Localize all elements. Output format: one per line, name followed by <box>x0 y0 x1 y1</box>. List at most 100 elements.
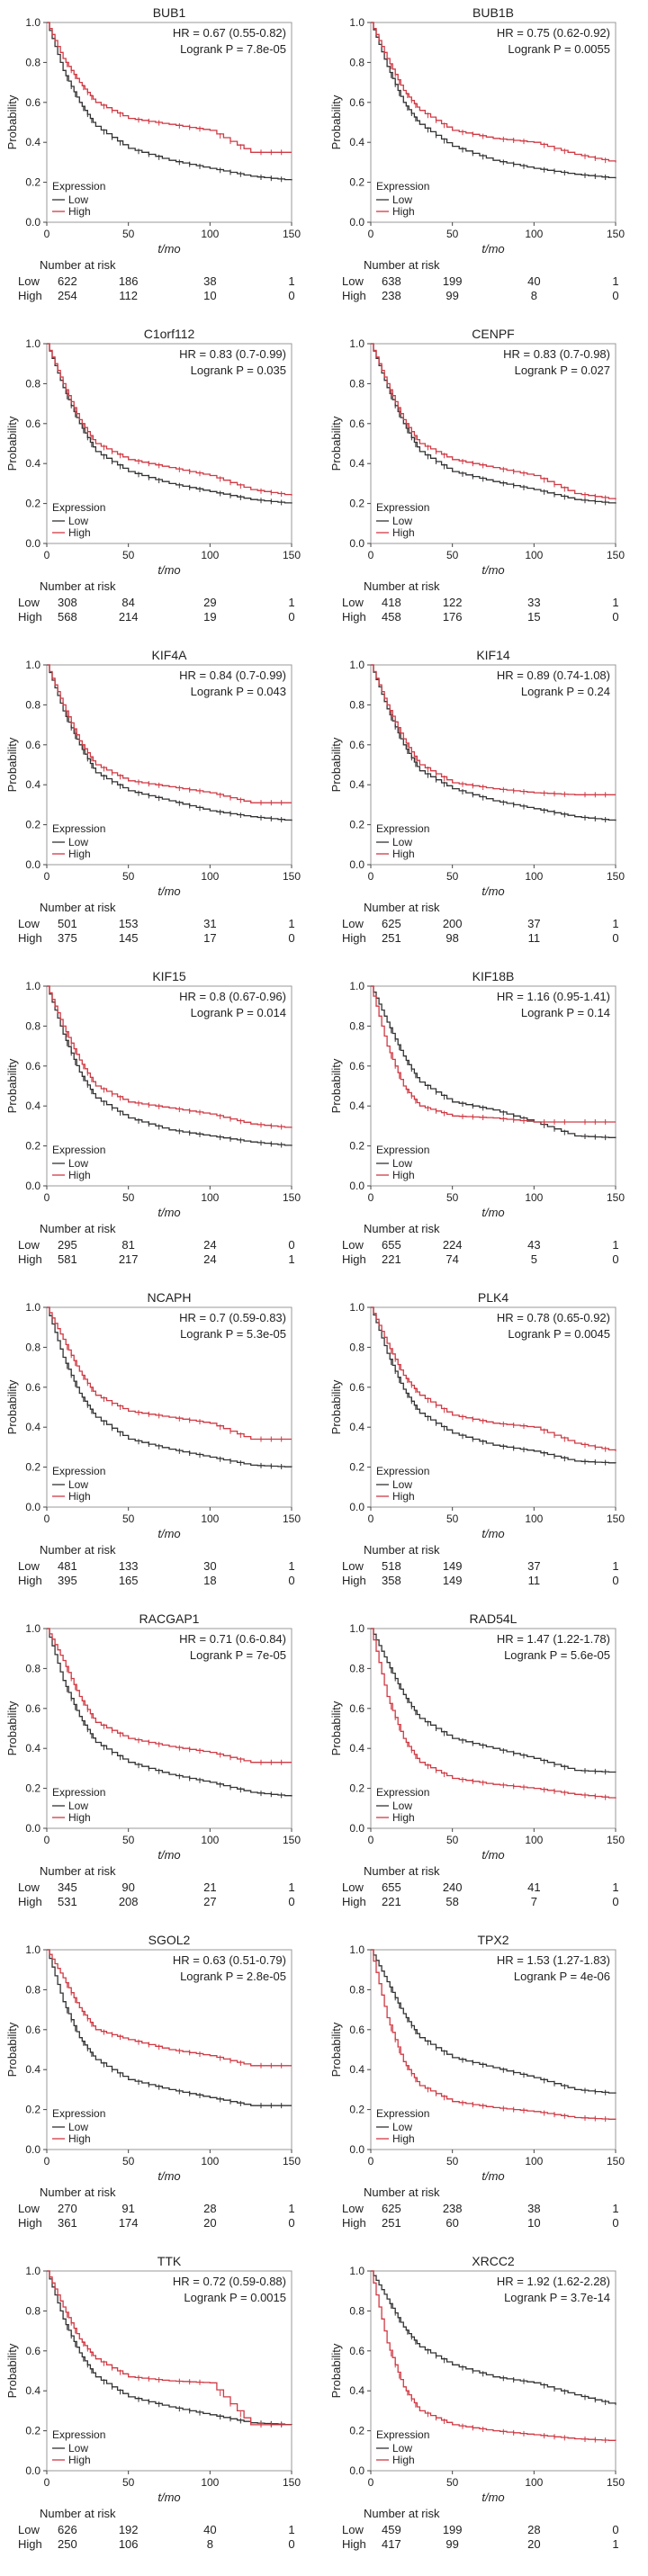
km-panel-racgap1: RACGAP1 0.0 0.2 0.4 0.6 0.8 1.0 0 50 100 150 Probab… <box>0 1609 324 1930</box>
y-tick-label: 0.0 <box>25 2464 40 2477</box>
legend-label-low: Low <box>392 836 412 848</box>
risk-row-label-high: High <box>342 2216 366 2230</box>
risk-table-title: Number at risk <box>40 1543 116 1557</box>
risk-count-high: 20 <box>203 2216 216 2230</box>
risk-table-title: Number at risk <box>40 1864 116 1878</box>
x-axis-label: t/mo <box>158 1527 180 1540</box>
risk-count-high: 0 <box>288 1574 294 1587</box>
y-tick-label: 1.0 <box>25 1301 40 1314</box>
chart-title: TTK <box>158 2254 182 2268</box>
risk-table-title: Number at risk <box>364 579 440 593</box>
km-panel-cenpf: CENPF 0.0 0.2 0.4 0.6 0.8 1.0 0 50 100 150 Probabil… <box>324 324 648 645</box>
risk-count-low: 153 <box>119 917 139 930</box>
y-tick-label: 1.0 <box>349 980 364 992</box>
risk-count-low: 1 <box>612 2202 618 2215</box>
risk-count-low: 459 <box>382 2523 401 2536</box>
y-tick-label: 1.0 <box>25 980 40 992</box>
risk-count-low: 38 <box>527 2202 540 2215</box>
chart-title: TPX2 <box>477 1933 508 1947</box>
y-axis-label: Probability <box>329 94 343 149</box>
risk-count-low: 308 <box>58 596 77 609</box>
survival-curve-low <box>47 1628 292 1797</box>
logrank-p: Logrank P = 5.3e-05 <box>180 1327 286 1341</box>
chart-title: NCAPH <box>147 1290 191 1305</box>
y-tick-label: 0.4 <box>349 136 364 148</box>
x-tick-label: 100 <box>525 1191 543 1204</box>
risk-count-high: 10 <box>527 2216 540 2230</box>
legend-label-low: Low <box>392 2442 412 2455</box>
risk-count-low: 224 <box>443 1238 463 1252</box>
risk-count-low: 238 <box>443 2202 463 2215</box>
x-axis-label: t/mo <box>482 2491 504 2504</box>
y-tick-label: 0.6 <box>25 1381 40 1394</box>
risk-row-label-low: Low <box>18 1238 40 1252</box>
y-axis-label: Probability <box>329 2343 343 2398</box>
risk-row-label-low: Low <box>342 1559 364 1573</box>
x-tick-label: 150 <box>607 1834 625 1846</box>
hazard-ratio: HR = 0.75 (0.62-0.92) <box>497 26 610 40</box>
risk-count-low: 200 <box>443 917 463 930</box>
x-tick-label: 0 <box>44 1512 50 1525</box>
risk-row-label-high: High <box>18 1574 42 1587</box>
legend-title: Expression <box>376 1144 429 1156</box>
plot-frame <box>370 22 616 223</box>
y-axis-label: Probability <box>5 1379 19 1434</box>
km-panel-rad54l: RAD54L 0.0 0.2 0.4 0.6 0.8 1.0 0 50 100 150 Probabi… <box>324 1609 648 1930</box>
hazard-ratio: HR = 0.67 (0.55-0.82) <box>173 26 286 40</box>
x-axis-label: t/mo <box>158 884 180 898</box>
chart-title: BUB1 <box>153 5 186 20</box>
risk-table-title: Number at risk <box>40 579 116 593</box>
risk-count-high: 174 <box>119 2216 139 2230</box>
risk-row-label-high: High <box>18 2537 42 2551</box>
survival-curve-low <box>371 1306 616 1464</box>
risk-count-low: 38 <box>203 274 216 288</box>
risk-count-high: 238 <box>382 289 401 302</box>
legend-label-low: Low <box>68 1800 88 1812</box>
x-tick-label: 50 <box>446 1512 459 1525</box>
risk-count-low: 1 <box>288 2202 294 2215</box>
x-tick-label: 150 <box>607 870 625 883</box>
risk-count-high: 375 <box>58 931 77 945</box>
legend-label-high: High <box>392 2132 415 2145</box>
x-tick-label: 0 <box>44 549 50 561</box>
risk-count-low: 28 <box>203 2202 216 2215</box>
x-tick-label: 50 <box>122 1512 135 1525</box>
x-tick-label: 0 <box>368 1512 374 1525</box>
risk-count-low: 481 <box>58 1559 77 1573</box>
survival-curve-high <box>47 1628 292 1764</box>
legend-label-high: High <box>68 1169 91 1181</box>
hazard-ratio: HR = 0.72 (0.59-0.88) <box>173 2275 286 2288</box>
risk-count-high: 11 <box>528 1574 541 1587</box>
risk-count-high: 10 <box>203 289 216 302</box>
risk-count-high: 214 <box>119 610 139 624</box>
y-tick-label: 0.4 <box>25 778 40 791</box>
plot-frame <box>370 1949 616 2150</box>
x-tick-label: 50 <box>446 2155 459 2168</box>
risk-count-high: 251 <box>382 2216 401 2230</box>
y-tick-label: 0.2 <box>25 2425 40 2437</box>
y-axis-label: Probability <box>5 416 19 471</box>
x-tick-label: 150 <box>283 549 301 561</box>
y-tick-label: 0.8 <box>25 1019 40 1032</box>
risk-count-high: 0 <box>612 1252 618 1266</box>
y-tick-label: 0.2 <box>25 498 40 510</box>
hazard-ratio: HR = 1.92 (1.62-2.28) <box>497 2275 610 2288</box>
legend-title: Expression <box>376 501 429 514</box>
legend-title: Expression <box>52 501 105 514</box>
legend-label-low: Low <box>392 1157 412 1170</box>
km-chart: KIF4A 0.0 0.2 0.4 0.6 0.8 1.0 0 50 100 150 Probabil… <box>5 648 301 945</box>
x-tick-label: 100 <box>201 1512 219 1525</box>
y-tick-label: 0.4 <box>349 1421 364 1433</box>
y-tick-label: 0.4 <box>349 2063 364 2076</box>
y-tick-label: 0.0 <box>25 858 40 871</box>
risk-count-high: 149 <box>443 1574 463 1587</box>
chart-title: KIF4A <box>152 648 188 662</box>
y-tick-label: 0.6 <box>349 96 364 109</box>
risk-count-low: 37 <box>527 917 540 930</box>
risk-count-low: 1 <box>288 1880 294 1894</box>
x-tick-label: 50 <box>446 549 459 561</box>
y-tick-label: 1.0 <box>25 2265 40 2277</box>
risk-count-low: 1 <box>288 2523 294 2536</box>
risk-count-high: 251 <box>382 931 401 945</box>
